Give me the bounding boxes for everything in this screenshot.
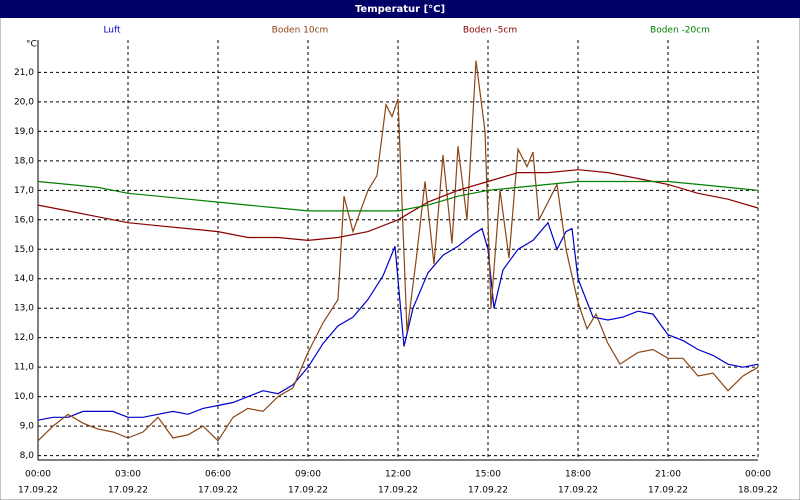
x-tick-date: 18.09.22 [738,486,778,496]
x-tick-date: 17.09.22 [378,486,418,496]
title-bar [0,0,800,18]
y-tick-label: 14,0 [14,274,34,284]
x-tick-label: 15:00 [475,470,501,480]
y-tick-label: 13,0 [14,304,34,314]
y-tick-label: 8,0 [20,451,35,461]
y-tick-label: 20,0 [14,97,34,107]
legend-entry: Luft [103,26,121,36]
y-tick-label: 16,0 [14,215,34,225]
x-tick-label: 12:00 [385,470,411,480]
x-tick-label: 09:00 [295,470,321,480]
series-line [37,60,759,442]
x-tick-date: 17.09.22 [18,486,58,496]
x-tick-date: 17.09.22 [288,486,328,496]
x-tick-date: 17.09.22 [108,486,148,496]
x-tick-date: 17.09.22 [198,486,238,496]
series-line [37,180,759,212]
x-tick-label: 00:00 [25,470,51,480]
x-tick-label: 00:00 [745,470,771,480]
series-line [37,169,759,242]
y-tick-label: 21,0 [14,68,34,78]
y-tick-label: 10,0 [14,392,34,402]
x-tick-label: 06:00 [205,470,231,480]
x-tick-label: 18:00 [565,470,591,480]
y-tick-label: 15,0 [14,245,34,255]
legend-entry: Boden 10cm [272,26,329,36]
legend-entry: Boden -20cm [650,26,710,36]
y-tick-label: 12,0 [14,333,34,343]
y-tick-label: 17,0 [14,186,34,196]
x-tick-date: 17.09.22 [558,486,598,496]
x-tick-label: 21:00 [655,470,681,480]
x-tick-date: 17.09.22 [648,486,688,496]
y-tick-label: 19,0 [14,127,34,137]
legend-entry: Boden -5cm [463,26,517,36]
x-tick-date: 17.09.22 [468,486,508,496]
x-tick-label: 03:00 [115,470,141,480]
y-tick-label: 18,0 [14,156,34,166]
y-tick-label: 9,0 [20,422,35,432]
y-tick-label: 11,0 [14,363,34,373]
chart-title: Temperatur [°C] [355,4,445,15]
series-line [37,221,759,421]
y-axis-label: °C [26,40,37,50]
